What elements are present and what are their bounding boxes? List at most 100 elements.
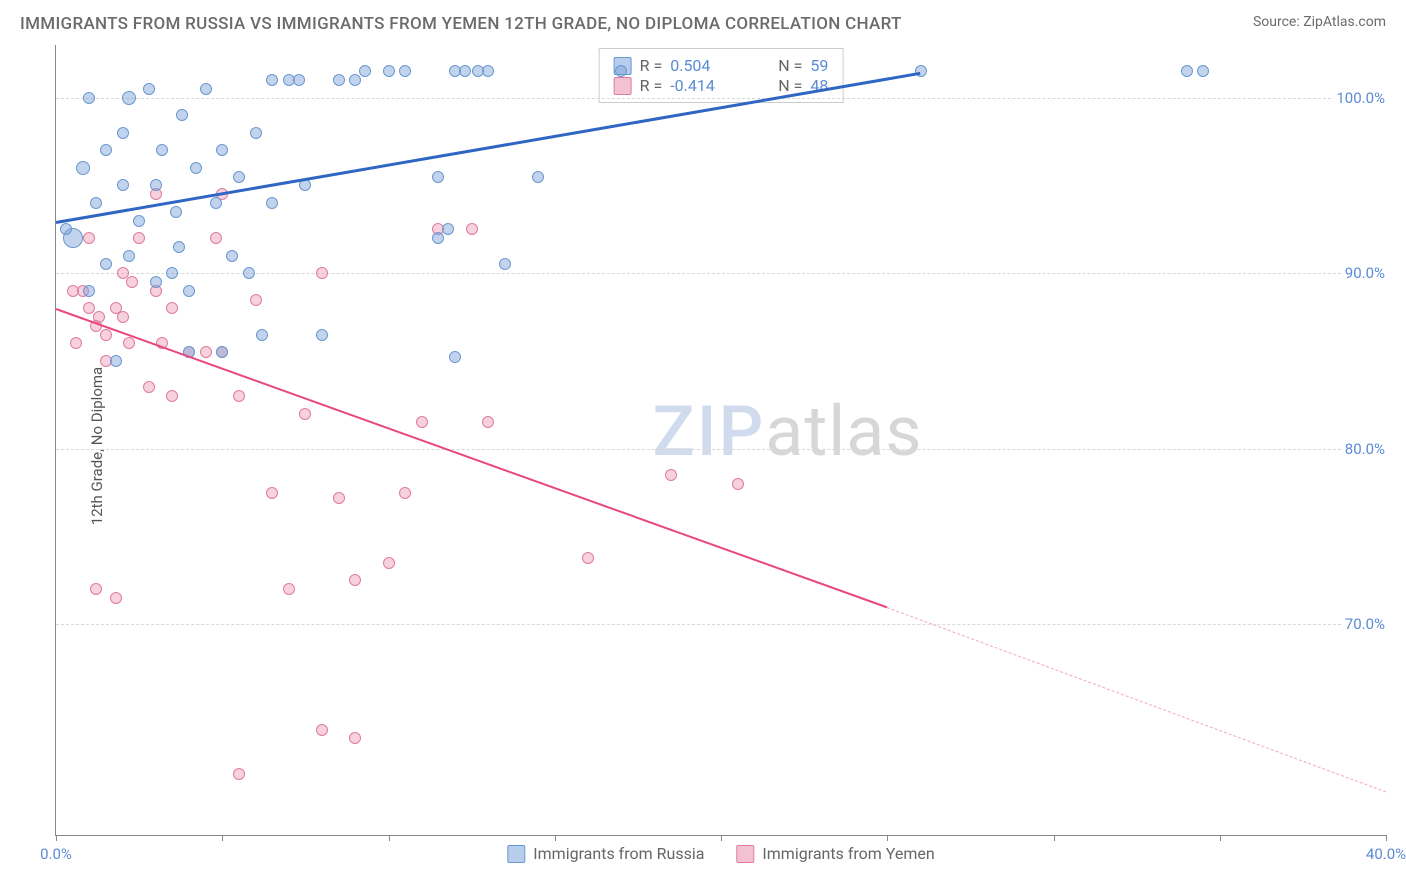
series-swatch-russia <box>507 845 525 863</box>
gridline <box>56 624 1386 625</box>
russia-point <box>1197 65 1209 77</box>
russia-point <box>293 74 305 86</box>
russia-point <box>176 109 188 121</box>
yemen-point <box>732 478 744 490</box>
russia-point <box>216 144 228 156</box>
russia-point <box>432 232 444 244</box>
yemen-point <box>117 267 129 279</box>
y-tick-label: 90.0% <box>1342 264 1388 282</box>
russia-point <box>349 74 361 86</box>
yemen-point <box>123 337 135 349</box>
yemen-point <box>399 487 411 499</box>
yemen-point <box>110 592 122 604</box>
yemen-point <box>70 337 82 349</box>
chart-plot-area: ZIPatlas R = 0.504 N = 59 R = -0.414 N =… <box>55 45 1386 836</box>
x-tick <box>222 835 223 841</box>
russia-point <box>100 258 112 270</box>
source-label: Source: <box>1253 14 1303 30</box>
yemen-point <box>143 381 155 393</box>
gridline <box>56 98 1386 99</box>
x-tick <box>1054 835 1055 841</box>
russia-point <box>333 74 345 86</box>
russia-point <box>173 241 185 253</box>
y-tick-label: 70.0% <box>1342 615 1388 633</box>
russia-point <box>266 74 278 86</box>
russia-point <box>90 197 102 209</box>
y-tick-label: 100.0% <box>1333 89 1388 107</box>
yemen-point <box>90 583 102 595</box>
russia-point <box>256 329 268 341</box>
russia-point <box>156 144 168 156</box>
russia-point <box>216 346 228 358</box>
watermark-atlas: atlas <box>765 391 922 473</box>
chart-title: IMMIGRANTS FROM RUSSIA VS IMMIGRANTS FRO… <box>20 14 902 34</box>
yemen-trend-line-dashed <box>887 607 1386 792</box>
yemen-point <box>349 732 361 744</box>
russia-point <box>615 65 627 77</box>
russia-point <box>250 127 262 139</box>
legend-row-russia: R = 0.504 N = 59 <box>614 56 829 75</box>
yemen-point <box>266 487 278 499</box>
russia-point <box>210 197 222 209</box>
y-tick-label: 80.0% <box>1342 440 1388 458</box>
legend-n-label-russia: N = <box>778 56 802 75</box>
russia-point <box>472 65 484 77</box>
russia-point <box>316 329 328 341</box>
yemen-point <box>349 574 361 586</box>
correlation-legend: R = 0.504 N = 59 R = -0.414 N = 48 <box>599 48 844 103</box>
gridline <box>56 273 1386 274</box>
yemen-point <box>333 492 345 504</box>
russia-point <box>122 91 136 105</box>
yemen-point <box>466 223 478 235</box>
russia-point <box>190 162 202 174</box>
russia-point <box>266 197 278 209</box>
russia-point <box>399 65 411 77</box>
yemen-point <box>100 329 112 341</box>
legend-r-label-russia: R = <box>640 56 663 75</box>
russia-point <box>60 223 72 235</box>
series-swatch-yemen <box>736 845 754 863</box>
russia-point <box>442 223 454 235</box>
source-attribution: Source: ZipAtlas.com <box>1253 14 1386 30</box>
russia-point <box>226 250 238 262</box>
russia-point <box>133 215 145 227</box>
series-label-russia: Immigrants from Russia <box>533 844 704 863</box>
x-tick <box>56 835 57 841</box>
x-tick <box>1386 835 1387 841</box>
legend-r-label-yemen: R = <box>640 76 663 95</box>
russia-point <box>200 83 212 95</box>
series-label-yemen: Immigrants from Yemen <box>762 844 934 863</box>
russia-point <box>233 171 245 183</box>
legend-r-value-yemen: -0.414 <box>670 76 770 95</box>
yemen-point <box>166 302 178 314</box>
russia-point <box>143 83 155 95</box>
x-tick <box>389 835 390 841</box>
yemen-point <box>482 416 494 428</box>
x-tick-label: 40.0% <box>1366 845 1406 863</box>
russia-point <box>150 276 162 288</box>
gridline <box>56 449 1386 450</box>
watermark: ZIPatlas <box>653 391 923 473</box>
yemen-point <box>250 294 262 306</box>
russia-point <box>83 285 95 297</box>
russia-point <box>499 258 511 270</box>
x-tick <box>1220 835 1221 841</box>
legend-n-value-russia: 59 <box>810 56 828 75</box>
legend-swatch-yemen <box>614 77 632 95</box>
yemen-point <box>316 267 328 279</box>
series-legend-yemen: Immigrants from Yemen <box>736 844 934 863</box>
yemen-point <box>133 232 145 244</box>
x-tick-label: 0.0% <box>40 845 72 863</box>
russia-trend-line <box>56 71 921 223</box>
russia-point <box>150 179 162 191</box>
russia-point <box>117 127 129 139</box>
yemen-point <box>210 232 222 244</box>
yemen-point <box>233 390 245 402</box>
yemen-point <box>283 583 295 595</box>
watermark-zip: ZIP <box>653 391 766 473</box>
russia-point <box>359 65 371 77</box>
russia-point <box>100 144 112 156</box>
russia-point <box>83 92 95 104</box>
yemen-point <box>126 276 138 288</box>
series-legend-russia: Immigrants from Russia <box>507 844 704 863</box>
